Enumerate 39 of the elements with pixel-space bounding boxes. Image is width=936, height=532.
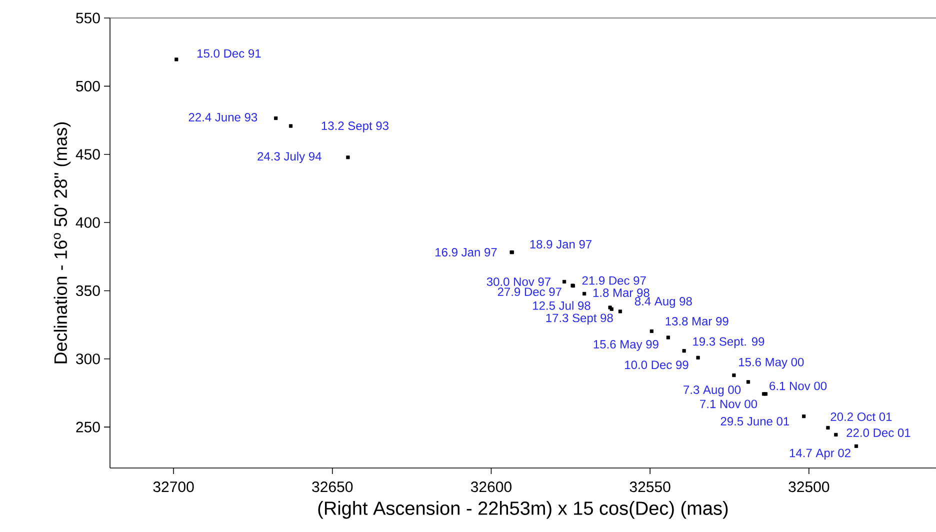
y-tick-label: 550	[76, 12, 100, 24]
annotation: 6.1 Nov 00	[770, 382, 827, 390]
annotation: 15.6 May 99	[594, 340, 658, 351]
annotation: 15.6 May 00	[739, 358, 804, 369]
annotation: 17.3 Sept 98	[546, 314, 613, 325]
x-tick-label: 32600	[470, 482, 512, 492]
annotation: 13.8 Mar 99	[666, 316, 728, 326]
y-tick-label: 300	[76, 354, 100, 364]
y-tick-label: 500	[76, 80, 100, 92]
annotation: 7.1 Nov 00	[700, 400, 758, 408]
y-tick-label: 350	[76, 285, 100, 296]
y-axis-title: Declination - 16$^{o}$ 50' 28" (mas)	[54, 122, 71, 364]
y-tick-label: 400	[76, 217, 100, 228]
x-tick-label: 32500	[788, 482, 830, 492]
annotation: 21.9 Dec 97	[582, 276, 646, 285]
annotation: 7.3 Aug 00	[684, 386, 741, 396]
annotation: 22.4 June 93	[188, 112, 258, 122]
y-tick-label: 250	[76, 422, 100, 432]
y-tick-label: 450	[76, 149, 100, 160]
annotation: 8.4 Aug 98	[634, 297, 692, 308]
x-axis-title: (Right Ascension - 22h53m) x 15 cos(Dec) (mas)	[318, 501, 728, 519]
annotation: 12.5 Jul 98	[533, 301, 590, 310]
annotation: 14.7 Apr 02	[790, 448, 850, 460]
x-tick-label: 32550	[630, 482, 670, 492]
annotation: 22.0 Dec 01	[846, 428, 910, 437]
x-tick-label: 32650	[312, 482, 353, 492]
annotation: 18.9 Jan 97	[530, 240, 592, 249]
annotation: 27.9 Dec 97	[498, 288, 562, 296]
annotation: 24.3 July 94	[258, 152, 322, 163]
annotation: 16.9 Jan 97	[436, 248, 497, 256]
annotation: 1.8 Mar 98	[593, 288, 650, 297]
annotation: 13.2 Sept 93	[322, 122, 388, 132]
annotation: 20.2 Oct 01	[830, 412, 892, 421]
annotation: 10.0 Dec 99	[625, 360, 688, 370]
x-tick-label: 32700	[153, 482, 194, 492]
annotation: 15.0 Dec 91	[198, 49, 261, 58]
annotation: 19.3 Sept. 99	[693, 337, 764, 348]
annotation: 29.5 June 01	[720, 417, 790, 426]
annotation: 30.0 Nov 97	[486, 277, 550, 286]
